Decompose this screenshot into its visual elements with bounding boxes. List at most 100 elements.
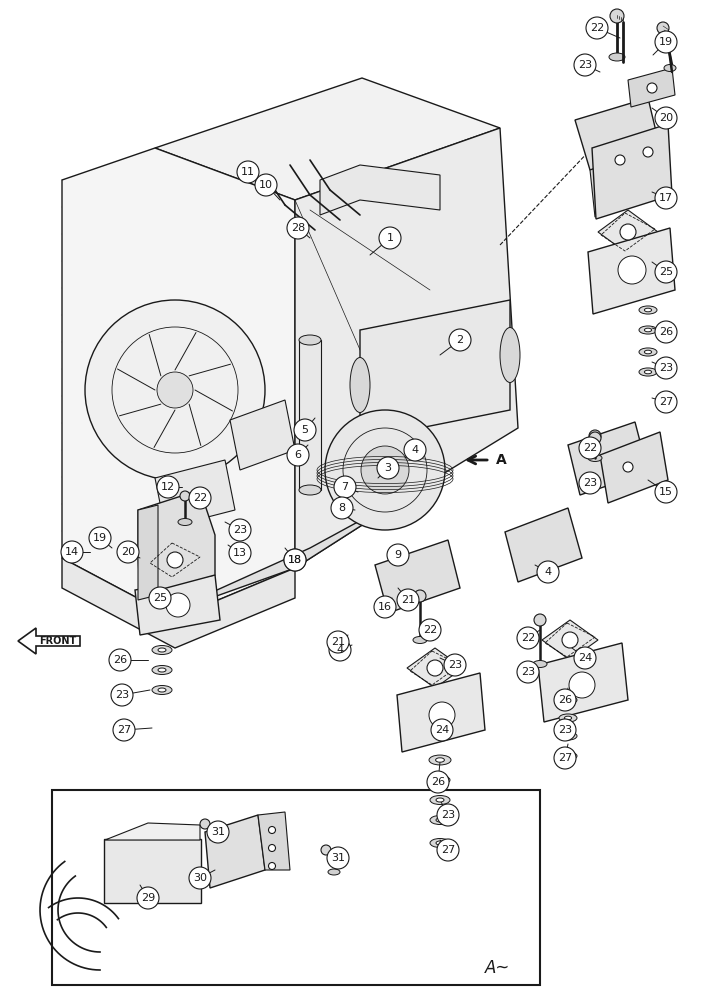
Circle shape (404, 439, 426, 461)
Text: 13: 13 (233, 548, 247, 558)
Text: 27: 27 (117, 725, 131, 735)
Text: 26: 26 (659, 327, 673, 337)
Text: 29: 29 (141, 893, 155, 903)
Text: 12: 12 (161, 482, 175, 492)
Ellipse shape (559, 732, 577, 740)
Text: 9: 9 (395, 550, 402, 560)
Text: 23: 23 (521, 667, 535, 677)
Circle shape (287, 217, 309, 239)
Polygon shape (397, 673, 485, 752)
Circle shape (387, 544, 409, 566)
Ellipse shape (350, 358, 370, 412)
Ellipse shape (664, 64, 676, 72)
Polygon shape (628, 68, 675, 107)
Text: 25: 25 (153, 593, 167, 603)
Polygon shape (135, 575, 220, 635)
Circle shape (437, 804, 459, 826)
Polygon shape (600, 432, 668, 503)
Polygon shape (505, 508, 582, 582)
Circle shape (255, 174, 277, 196)
Ellipse shape (639, 348, 657, 356)
Text: 7: 7 (342, 482, 348, 492)
Text: 27: 27 (558, 753, 572, 763)
Polygon shape (155, 488, 420, 618)
Circle shape (379, 227, 401, 249)
Circle shape (269, 862, 276, 869)
Circle shape (655, 357, 677, 379)
Text: 19: 19 (93, 533, 107, 543)
Circle shape (189, 867, 211, 889)
Circle shape (569, 672, 595, 698)
Text: 23: 23 (558, 725, 572, 735)
Ellipse shape (644, 328, 652, 332)
Ellipse shape (328, 869, 340, 875)
Circle shape (429, 702, 455, 728)
Circle shape (655, 321, 677, 343)
Ellipse shape (644, 308, 652, 312)
Circle shape (655, 261, 677, 283)
Circle shape (294, 419, 316, 441)
Text: 20: 20 (659, 113, 673, 123)
Circle shape (655, 31, 677, 53)
Circle shape (327, 847, 349, 869)
Polygon shape (588, 228, 675, 314)
Circle shape (579, 437, 601, 459)
Circle shape (361, 446, 409, 494)
Ellipse shape (588, 454, 602, 462)
Polygon shape (155, 78, 500, 200)
Polygon shape (538, 643, 628, 722)
Circle shape (574, 54, 596, 76)
Circle shape (237, 161, 259, 183)
Circle shape (427, 771, 449, 793)
Text: 14: 14 (65, 547, 79, 557)
Ellipse shape (158, 648, 166, 652)
Ellipse shape (430, 796, 450, 804)
Polygon shape (590, 148, 665, 217)
Circle shape (623, 462, 633, 472)
Ellipse shape (565, 754, 572, 758)
Text: 4: 4 (411, 445, 418, 455)
Ellipse shape (430, 776, 450, 784)
Ellipse shape (430, 838, 450, 848)
Circle shape (334, 476, 356, 498)
Circle shape (643, 147, 653, 157)
Circle shape (200, 819, 210, 829)
Ellipse shape (639, 368, 657, 376)
Circle shape (589, 432, 601, 444)
FancyBboxPatch shape (52, 790, 540, 985)
Circle shape (229, 519, 251, 541)
Circle shape (113, 719, 135, 741)
Text: 26: 26 (113, 655, 127, 665)
Circle shape (655, 391, 677, 413)
Text: 31: 31 (211, 827, 225, 837)
Ellipse shape (436, 818, 444, 822)
Text: 4: 4 (337, 645, 344, 655)
Text: 2: 2 (456, 335, 463, 345)
Ellipse shape (299, 335, 321, 345)
Circle shape (647, 83, 657, 93)
Polygon shape (62, 558, 295, 648)
Polygon shape (299, 340, 321, 490)
Circle shape (655, 187, 677, 209)
Polygon shape (62, 148, 295, 618)
Circle shape (657, 22, 669, 34)
Ellipse shape (565, 716, 572, 720)
Polygon shape (592, 124, 672, 219)
Circle shape (61, 541, 83, 563)
Ellipse shape (158, 688, 166, 692)
Circle shape (554, 719, 576, 741)
Text: 20: 20 (121, 547, 135, 557)
Text: 21: 21 (331, 637, 345, 647)
Circle shape (111, 684, 133, 706)
Text: 8: 8 (338, 503, 345, 513)
Text: A~: A~ (485, 959, 510, 977)
Circle shape (655, 107, 677, 129)
Circle shape (207, 821, 229, 843)
Text: 22: 22 (193, 493, 207, 503)
Ellipse shape (644, 370, 652, 374)
Ellipse shape (436, 798, 444, 802)
Text: 23: 23 (583, 478, 597, 488)
Circle shape (427, 660, 443, 676)
Circle shape (117, 541, 139, 563)
Ellipse shape (429, 755, 451, 765)
